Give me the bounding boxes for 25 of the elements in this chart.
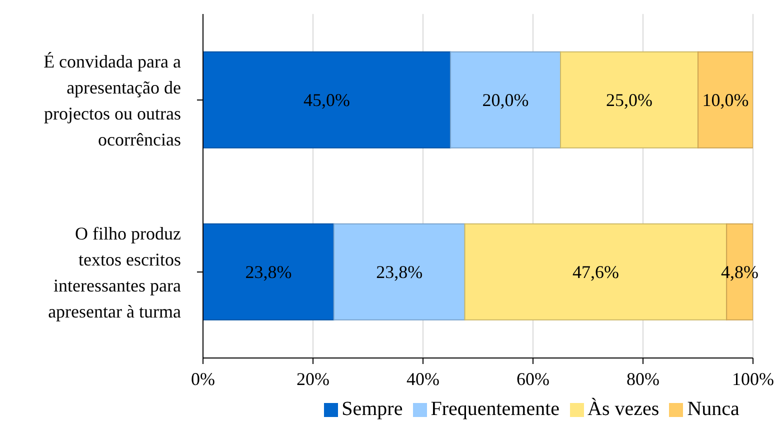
data-label: 25,0%	[606, 90, 652, 110]
data-label: 45,0%	[304, 90, 350, 110]
x-tick-label: 60%	[516, 368, 550, 389]
legend-label: Às vezes	[588, 398, 660, 420]
bar	[203, 51, 451, 148]
legend-label: Sempre	[342, 398, 403, 420]
legend-label: Frequentemente	[430, 398, 560, 420]
data-label: 10,0%	[702, 90, 749, 110]
y-tick-label: O filho produz textos escritos interessantes para apresentar à turma	[48, 223, 182, 322]
bar	[698, 51, 753, 148]
data-label: 20,0%	[482, 90, 529, 110]
x-tick-label: 0%	[191, 368, 215, 389]
data-label: 23,8%	[245, 262, 292, 282]
y-tick-label: É convidada para a apresentação de projectos ou outras ocorrências	[44, 51, 181, 150]
x-tick-label: 40%	[406, 368, 440, 389]
bar	[333, 223, 466, 320]
x-tick-label: 80%	[626, 368, 660, 389]
data-label: 47,6%	[572, 262, 619, 282]
data-label: 23,8%	[376, 262, 423, 282]
legend-label: Nunca	[687, 398, 740, 420]
bar	[560, 51, 698, 148]
x-tick-label: 20%	[296, 368, 330, 389]
bar	[450, 51, 561, 148]
x-tick-label: 100%	[732, 368, 774, 389]
bar	[203, 223, 334, 320]
